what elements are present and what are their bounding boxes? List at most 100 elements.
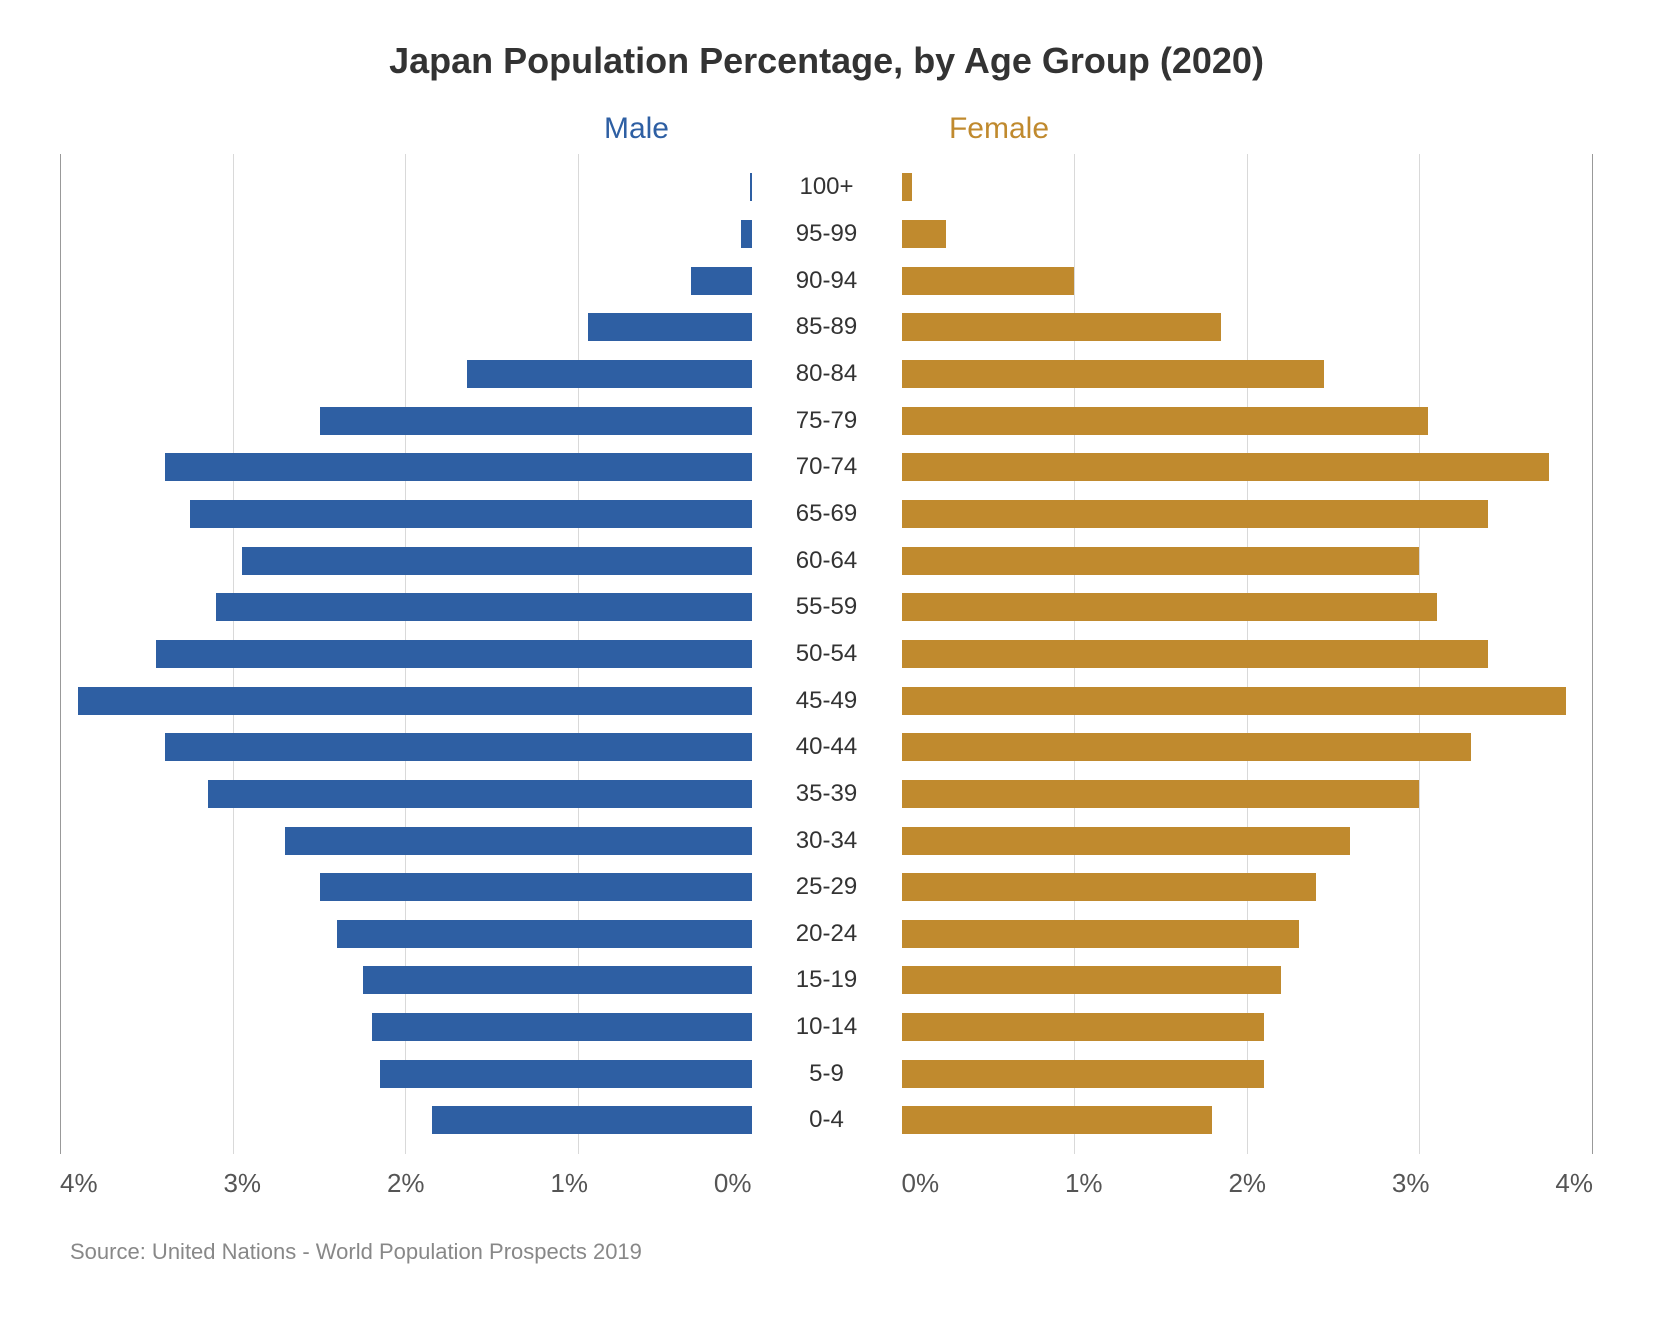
female-bar-row: [902, 733, 1593, 761]
female-bar: [902, 827, 1351, 855]
female-bar-row: [902, 920, 1593, 948]
age-label: 80-84: [752, 360, 902, 388]
age-label: 15-19: [752, 966, 902, 994]
male-bar-row: [61, 407, 752, 435]
age-label: 75-79: [752, 407, 902, 435]
female-bar-row: [902, 780, 1593, 808]
female-bar: [902, 920, 1299, 948]
source-caption: Source: United Nations - World Populatio…: [70, 1239, 1593, 1265]
male-bar: [242, 547, 751, 575]
age-label: 90-94: [752, 267, 902, 295]
female-bar-row: [902, 640, 1593, 668]
male-bar-row: [61, 827, 752, 855]
female-bar-row: [902, 360, 1593, 388]
chart-title: Japan Population Percentage, by Age Grou…: [60, 40, 1593, 82]
female-bar-row: [902, 453, 1593, 481]
male-bar-row: [61, 267, 752, 295]
male-bar-row: [61, 220, 752, 248]
male-bar: [216, 593, 751, 621]
age-label: 0-4: [752, 1106, 902, 1134]
male-bar-row: [61, 1013, 752, 1041]
female-bar: [902, 687, 1567, 715]
male-bar-row: [61, 360, 752, 388]
female-bar: [902, 780, 1420, 808]
female-bar-row: [902, 593, 1593, 621]
x-tick-label: 3%: [223, 1168, 261, 1199]
age-label: 35-39: [752, 780, 902, 808]
x-axis-right: 0%1%2%3%4%: [902, 1168, 1594, 1199]
age-label: 100+: [752, 173, 902, 201]
female-bar-row: [902, 873, 1593, 901]
female-bar: [902, 360, 1325, 388]
female-bar-row: [902, 500, 1593, 528]
male-bar: [190, 500, 751, 528]
female-bar-row: [902, 687, 1593, 715]
male-bar: [285, 827, 751, 855]
male-bar: [78, 687, 751, 715]
female-bar: [902, 500, 1489, 528]
male-bar: [741, 220, 751, 248]
legend-male-label: Male: [604, 112, 669, 146]
age-label: 65-69: [752, 500, 902, 528]
male-bar: [320, 873, 752, 901]
female-bar: [902, 547, 1420, 575]
female-bars: [902, 154, 1593, 1154]
age-label: 10-14: [752, 1013, 902, 1041]
x-tick-label: 3%: [1392, 1168, 1430, 1199]
x-axis: 4%3%2%1%0% 0%1%2%3%4%: [60, 1168, 1593, 1199]
female-bar-row: [902, 1060, 1593, 1088]
x-tick-label: 1%: [550, 1168, 588, 1199]
female-bar-row: [902, 966, 1593, 994]
age-label: 85-89: [752, 313, 902, 341]
age-label: 20-24: [752, 920, 902, 948]
female-bar-row: [902, 267, 1593, 295]
male-bar-row: [61, 547, 752, 575]
female-bar-row: [902, 1106, 1593, 1134]
male-bar: [156, 640, 752, 668]
age-label: 70-74: [752, 453, 902, 481]
female-bar: [902, 1013, 1265, 1041]
male-bar: [380, 1060, 751, 1088]
female-bar: [902, 966, 1282, 994]
female-bar-row: [902, 173, 1593, 201]
age-label: 25-29: [752, 873, 902, 901]
male-bar: [372, 1013, 752, 1041]
female-bar-row: [902, 547, 1593, 575]
x-axis-left: 4%3%2%1%0%: [60, 1168, 752, 1199]
population-pyramid-chart: Japan Population Percentage, by Age Grou…: [0, 0, 1653, 1332]
male-bar-row: [61, 313, 752, 341]
male-bar: [320, 407, 752, 435]
male-bar-row: [61, 780, 752, 808]
age-label: 5-9: [752, 1060, 902, 1088]
female-bar: [902, 1060, 1265, 1088]
female-bar: [902, 873, 1316, 901]
male-bar-row: [61, 453, 752, 481]
x-tick-label: 0%: [902, 1168, 940, 1199]
male-bar-row: [61, 733, 752, 761]
female-bar: [902, 267, 1075, 295]
x-tick-label: 0%: [714, 1168, 752, 1199]
male-bar-row: [61, 593, 752, 621]
age-axis-labels: 100+ 95-99 90-94 85-89 80-84 75-79 70-74 65-69 6…: [752, 154, 902, 1154]
male-bar: [165, 733, 752, 761]
male-bar-row: [61, 687, 752, 715]
age-label: 95-99: [752, 220, 902, 248]
female-side: [902, 154, 1594, 1154]
female-bar-row: [902, 1013, 1593, 1041]
male-bar: [337, 920, 751, 948]
male-bar-row: [61, 873, 752, 901]
female-bar: [902, 593, 1437, 621]
x-tick-label: 4%: [1555, 1168, 1593, 1199]
female-bar: [902, 173, 912, 201]
male-bar-row: [61, 1060, 752, 1088]
male-bar: [363, 966, 751, 994]
male-bar: [691, 267, 751, 295]
male-bar: [432, 1106, 751, 1134]
legend-female-label: Female: [949, 112, 1049, 146]
male-bar-row: [61, 1106, 752, 1134]
female-bar-row: [902, 827, 1593, 855]
male-bar-row: [61, 500, 752, 528]
male-bar-row: [61, 920, 752, 948]
x-tick-label: 1%: [1065, 1168, 1103, 1199]
age-label: 60-64: [752, 547, 902, 575]
